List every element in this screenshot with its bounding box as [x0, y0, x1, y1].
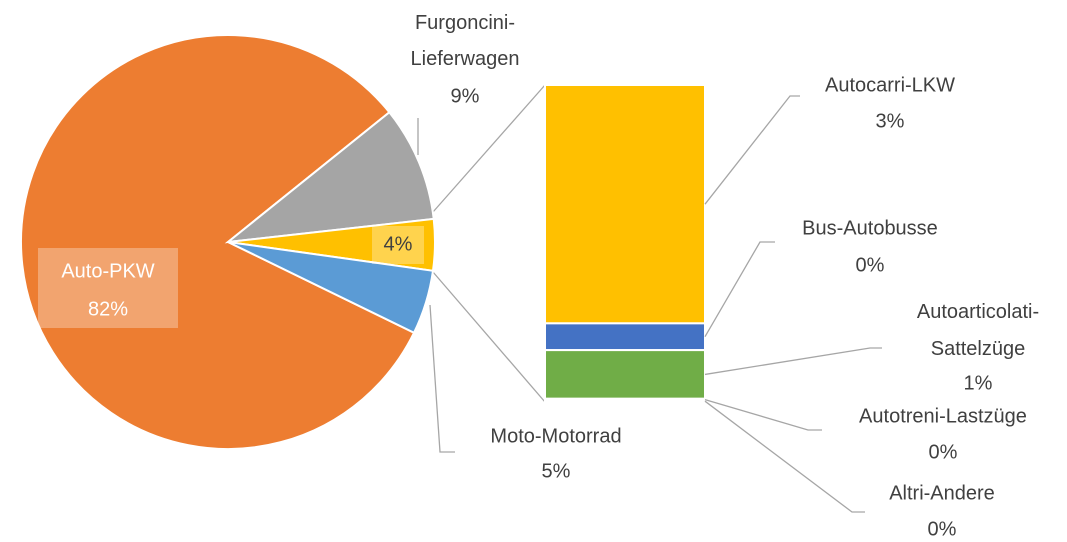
category-label: Autocarri-LKW: [825, 74, 955, 96]
leader-line: [704, 241, 775, 338]
leader-line: [704, 400, 865, 513]
label-box: [38, 248, 178, 328]
category-label: Autoarticolati-Sattelzüge: [917, 301, 1039, 360]
label-box: [372, 226, 424, 264]
value-label: 4%: [384, 233, 413, 255]
value-label: 1%: [964, 372, 993, 394]
pie-slice: [224, 110, 435, 244]
bar-segment: [544, 399, 706, 403]
value-label: 3%: [876, 110, 905, 132]
value-label: 5%: [542, 460, 571, 482]
value-label: 0%: [929, 441, 958, 463]
leader-line: [704, 347, 882, 376]
category-label: Bus-Autobusse: [802, 217, 938, 239]
leader-line: [704, 398, 822, 431]
category-label: Moto-Motorrad: [490, 425, 621, 447]
value-label: 0%: [856, 254, 885, 276]
leader-line: [704, 95, 800, 205]
pie-slice: [20, 34, 416, 450]
leader-line: [429, 304, 455, 453]
category-label: Auto-PKW: [61, 260, 154, 282]
bar-segment: [544, 349, 706, 400]
value-label: 0%: [928, 518, 957, 540]
category-label: Autotreni-Lastzüge: [859, 405, 1027, 427]
connector-line: [432, 271, 546, 403]
connector-line: [432, 84, 546, 213]
value-label: 82%: [88, 298, 128, 320]
pie-slice: [227, 241, 435, 335]
category-label: Furgoncini-Lieferwagen: [411, 12, 520, 70]
bar-segment: [544, 84, 706, 325]
bar-segment: [544, 322, 706, 352]
category-label: Altri-Andere: [889, 482, 995, 504]
value-label: 9%: [451, 85, 480, 107]
